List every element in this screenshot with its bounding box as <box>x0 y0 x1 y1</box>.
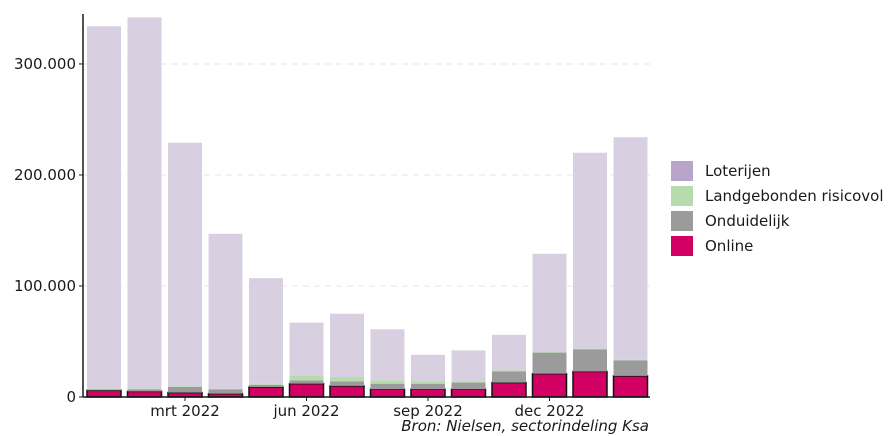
bar-segment-landgebonden-risicovol <box>451 381 486 383</box>
bar-segment-online <box>329 385 365 398</box>
x-tick-label: sep 2022 <box>393 402 463 420</box>
bar-segment-landgebonden-risicovol <box>492 370 526 372</box>
bar-segment-online <box>369 388 406 398</box>
legend-label: Landgebonden risicovol <box>705 186 884 205</box>
y-tick-label: 300.000 <box>14 55 76 73</box>
bar-segment-online <box>126 390 163 398</box>
bar-segment-loterijen <box>87 26 121 389</box>
bar-segment-onduidelijk <box>168 387 202 393</box>
legend: Loterijen Landgebonden risicovol Onduide… <box>671 158 884 258</box>
bar-segment-onduidelijk <box>249 384 283 388</box>
bar-segment-onduidelijk <box>208 389 243 394</box>
bar-segment-online <box>572 370 608 398</box>
bar-segment-onduidelijk <box>87 389 121 391</box>
bar-segment-onduidelijk <box>613 360 648 376</box>
bar-segment-loterijen <box>492 334 526 371</box>
bar-segment-loterijen <box>532 253 567 353</box>
x-tick-label: dec 2022 <box>515 402 585 420</box>
legend-item-onduidelijk: Onduidelijk <box>671 208 884 233</box>
bar-segment-landgebonden-risicovol <box>249 383 283 385</box>
bar-segment-landgebonden-risicovol <box>330 377 364 382</box>
bar-segment-landgebonden-risicovol <box>613 359 648 361</box>
legend-item-online: Online <box>671 233 884 258</box>
bar-segment-online <box>86 389 122 398</box>
y-tick-label: 200.000 <box>14 166 76 184</box>
bar-segment-loterijen <box>330 313 364 378</box>
bar-segment-loterijen <box>289 322 324 376</box>
bar-segment-online <box>248 386 284 398</box>
bar-segment-onduidelijk <box>330 381 364 386</box>
bar-segment-landgebonden-risicovol <box>168 386 202 388</box>
bar-segment-landgebonden-risicovol <box>289 375 324 381</box>
bar-segment-landgebonden-risicovol <box>411 381 445 384</box>
bars <box>86 17 649 398</box>
y-tick-labels: 0 100.000 200.000 300.000 <box>14 55 83 406</box>
bar-segment-online <box>612 375 649 398</box>
bar-segment-onduidelijk <box>370 383 405 390</box>
axes <box>82 14 650 398</box>
bar-segment-online <box>288 382 325 398</box>
legend-swatch <box>671 210 693 231</box>
legend-label: Online <box>705 236 754 255</box>
bar-segment-onduidelijk <box>127 389 162 392</box>
bar-segment-loterijen <box>168 142 202 387</box>
bar-segment-loterijen <box>411 354 445 382</box>
y-tick-label: 100.000 <box>14 277 76 295</box>
legend-label: Loterijen <box>705 161 771 180</box>
bar-segment-landgebonden-risicovol <box>87 388 121 390</box>
bar-segment-landgebonden-risicovol <box>370 380 405 384</box>
bar-segment-onduidelijk <box>492 371 526 383</box>
bar-segment-loterijen <box>451 350 486 382</box>
y-tick-label: 0 <box>66 388 76 406</box>
bar-segment-online <box>531 372 568 398</box>
bar-segment-landgebonden-risicovol <box>127 388 162 390</box>
source-note: Bron: Nielsen, sectorindeling Ksa <box>401 417 649 435</box>
bar-segment-onduidelijk <box>532 352 567 374</box>
x-tick-label: mrt 2022 <box>150 402 220 420</box>
bar-segment-landgebonden-risicovol <box>573 348 607 350</box>
legend-item-loterijen: Loterijen <box>671 158 884 183</box>
bar-segment-loterijen <box>127 17 162 389</box>
bar-segment-online <box>410 388 446 398</box>
bar-segment-loterijen <box>249 278 283 384</box>
legend-swatch <box>671 185 693 206</box>
legend-swatch <box>671 160 693 181</box>
x-tick-label: jun 2022 <box>272 402 339 420</box>
legend-swatch <box>671 235 693 256</box>
bar-segment-landgebonden-risicovol <box>208 388 243 390</box>
bar-segment-onduidelijk <box>451 382 486 390</box>
bar-segment-online <box>450 388 487 398</box>
bar-segment-loterijen <box>208 233 243 389</box>
bar-segment-loterijen <box>573 152 607 349</box>
bar-segment-landgebonden-risicovol <box>532 352 567 353</box>
bar-segment-onduidelijk <box>289 380 324 384</box>
legend-item-landgebonden-risicovol: Landgebonden risicovol <box>671 183 884 208</box>
bar-segment-loterijen <box>613 137 648 360</box>
legend-label: Onduidelijk <box>705 211 790 230</box>
bar-segment-online <box>491 381 527 398</box>
x-tick-labels: mrt 2022 jun 2022 sep 2022 dec 2022 <box>150 397 584 420</box>
bar-segment-onduidelijk <box>411 383 445 390</box>
bar-segment-onduidelijk <box>573 349 607 372</box>
bar-segment-loterijen <box>370 329 405 381</box>
